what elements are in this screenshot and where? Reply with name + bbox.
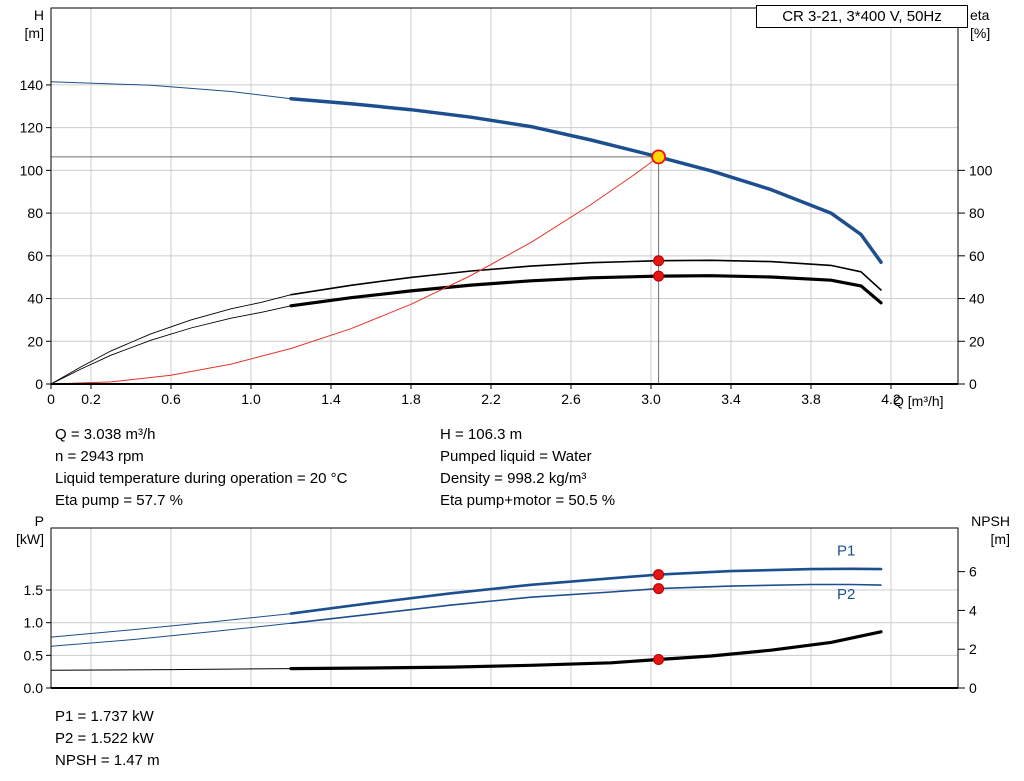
p2-curve	[290, 583, 882, 625]
power-npsh-chart: P1 P2 0.0 0.5 1.0 1.5 0 2 4 6	[24, 527, 977, 696]
x-tick-label: 1.4	[321, 391, 341, 407]
npsh-axis-symbol: NPSH	[971, 513, 1010, 529]
x-tick-label: 1.8	[401, 391, 421, 407]
y-left-tick-label: 0.5	[24, 647, 44, 663]
plot-border	[50, 527, 959, 689]
npsh-axis-title: NPSH [m]	[966, 512, 1010, 548]
eta-pump-motor-curve	[289, 274, 883, 308]
eta-axis-symbol: eta	[970, 7, 990, 23]
info-flow: Q = 3.038 m³/h	[55, 426, 156, 443]
q-axis-title: Q [m³/h]	[893, 393, 944, 409]
duty-info-column-right: H = 106.3 m Pumped liquid = Water Densit…	[440, 424, 615, 512]
p1-curve-lowflow	[50, 613, 292, 638]
eta-pump-motor-lowflow	[50, 305, 292, 385]
h-axis-unit: [m]	[24, 25, 44, 41]
y-left-tick-label: 0	[35, 376, 43, 392]
head-curve	[289, 97, 883, 264]
x-tick-label: 0.2	[81, 391, 101, 407]
info-head: H = 106.3 m	[440, 426, 523, 443]
y-left-tick-label: 20	[27, 333, 43, 349]
x-tick-label: 4.2	[881, 391, 901, 407]
y-left-tick-label: 60	[27, 248, 43, 264]
info-speed: n = 2943 rpm	[55, 448, 144, 465]
h-axis-title: H [m]	[10, 6, 44, 42]
p-axis-unit: [kW]	[16, 531, 44, 547]
y-right-tick-label: 4	[969, 602, 977, 618]
x-tick-label: 3.4	[721, 391, 741, 407]
head-curve-lowflow	[50, 81, 292, 100]
power-info-column: P1 = 1.737 kW P2 = 1.522 kW NPSH = 1.47 …	[55, 706, 160, 772]
y-left-tick-label: 40	[27, 291, 43, 307]
x-tick-label: 3.8	[801, 391, 821, 407]
y-right-tick-label: 0	[969, 376, 977, 392]
eta-axis-unit: [%]	[970, 25, 991, 41]
x-tick-label: 0.6	[161, 391, 181, 407]
x-tick-label: 2.2	[481, 391, 501, 407]
duty-point	[651, 149, 666, 165]
y-left-tick-label: 120	[20, 120, 44, 136]
y-left-tick-label: 0.0	[24, 680, 44, 696]
info-eta-pump: Eta pump = 57.7 %	[55, 492, 183, 509]
p-axis-title: P [kW]	[8, 512, 44, 548]
p2-curve-lowflow	[50, 622, 292, 647]
p1-point	[653, 569, 665, 581]
series-label-P1: P1	[837, 542, 855, 559]
npsh-curve	[289, 630, 883, 671]
eta-axis-title: eta [%]	[970, 6, 990, 42]
info-p1: P1 = 1.737 kW	[55, 708, 154, 725]
info-p2: P2 = 1.522 kW	[55, 730, 154, 747]
pump-title-box: CR 3-21, 3*400 V, 50Hz	[756, 5, 968, 28]
eta-pump-lowflow	[50, 294, 292, 385]
h-axis-symbol: H	[33, 7, 44, 23]
duty-parabola	[50, 156, 660, 385]
y-left-tick-label: 1.5	[24, 582, 44, 598]
info-density: Density = 998.2 kg/m³	[440, 470, 587, 487]
qh-eta-chart: 0 20 40 60 80 100 120 140 0 20 40 60 80 100 0 0.2 0.6 1.0…	[20, 7, 993, 407]
duty-info-column-left: Q = 3.038 m³/h n = 2943 rpm Liquid tempe…	[55, 424, 347, 512]
x-tick-label: 0	[47, 391, 55, 407]
y-left-tick-label: 80	[27, 205, 43, 221]
npsh-curve-lowflow	[50, 668, 292, 671]
p-axis-symbol: P	[34, 513, 44, 529]
y-left-tick-label: 1.0	[24, 615, 44, 631]
info-npsh: NPSH = 1.47 m	[55, 752, 160, 769]
plot-border	[50, 7, 959, 385]
x-tick-label: 1.0	[241, 391, 261, 407]
y-right-tick-label: 60	[969, 248, 985, 264]
y-right-tick-label: 6	[969, 564, 977, 580]
eta-pump-point	[653, 255, 665, 267]
y-right-tick-label: 2	[969, 641, 977, 657]
info-eta-pump-motor: Eta pump+motor = 50.5 %	[440, 492, 616, 509]
npsh-point	[653, 653, 665, 665]
info-liquid-temperature: Liquid temperature during operation = 20…	[55, 470, 348, 487]
y-right-tick-label: 100	[969, 162, 993, 178]
info-pumped-liquid: Pumped liquid = Water	[440, 448, 592, 465]
y-right-tick-label: 20	[969, 333, 985, 349]
p1-curve	[289, 567, 883, 615]
eta-pump-motor-point	[653, 270, 665, 282]
y-left-tick-label: 100	[20, 162, 44, 178]
y-right-tick-label: 80	[969, 205, 985, 221]
x-tick-label: 2.6	[561, 391, 581, 407]
series-label-P2: P2	[837, 586, 855, 603]
eta-pump-curve	[290, 259, 882, 296]
npsh-axis-unit: [m]	[990, 531, 1010, 547]
p2-point	[653, 583, 665, 595]
y-left-tick-label: 140	[20, 77, 44, 93]
x-tick-label: 3.0	[641, 391, 661, 407]
y-right-tick-label: 0	[969, 680, 977, 696]
y-right-tick-label: 40	[969, 291, 985, 307]
